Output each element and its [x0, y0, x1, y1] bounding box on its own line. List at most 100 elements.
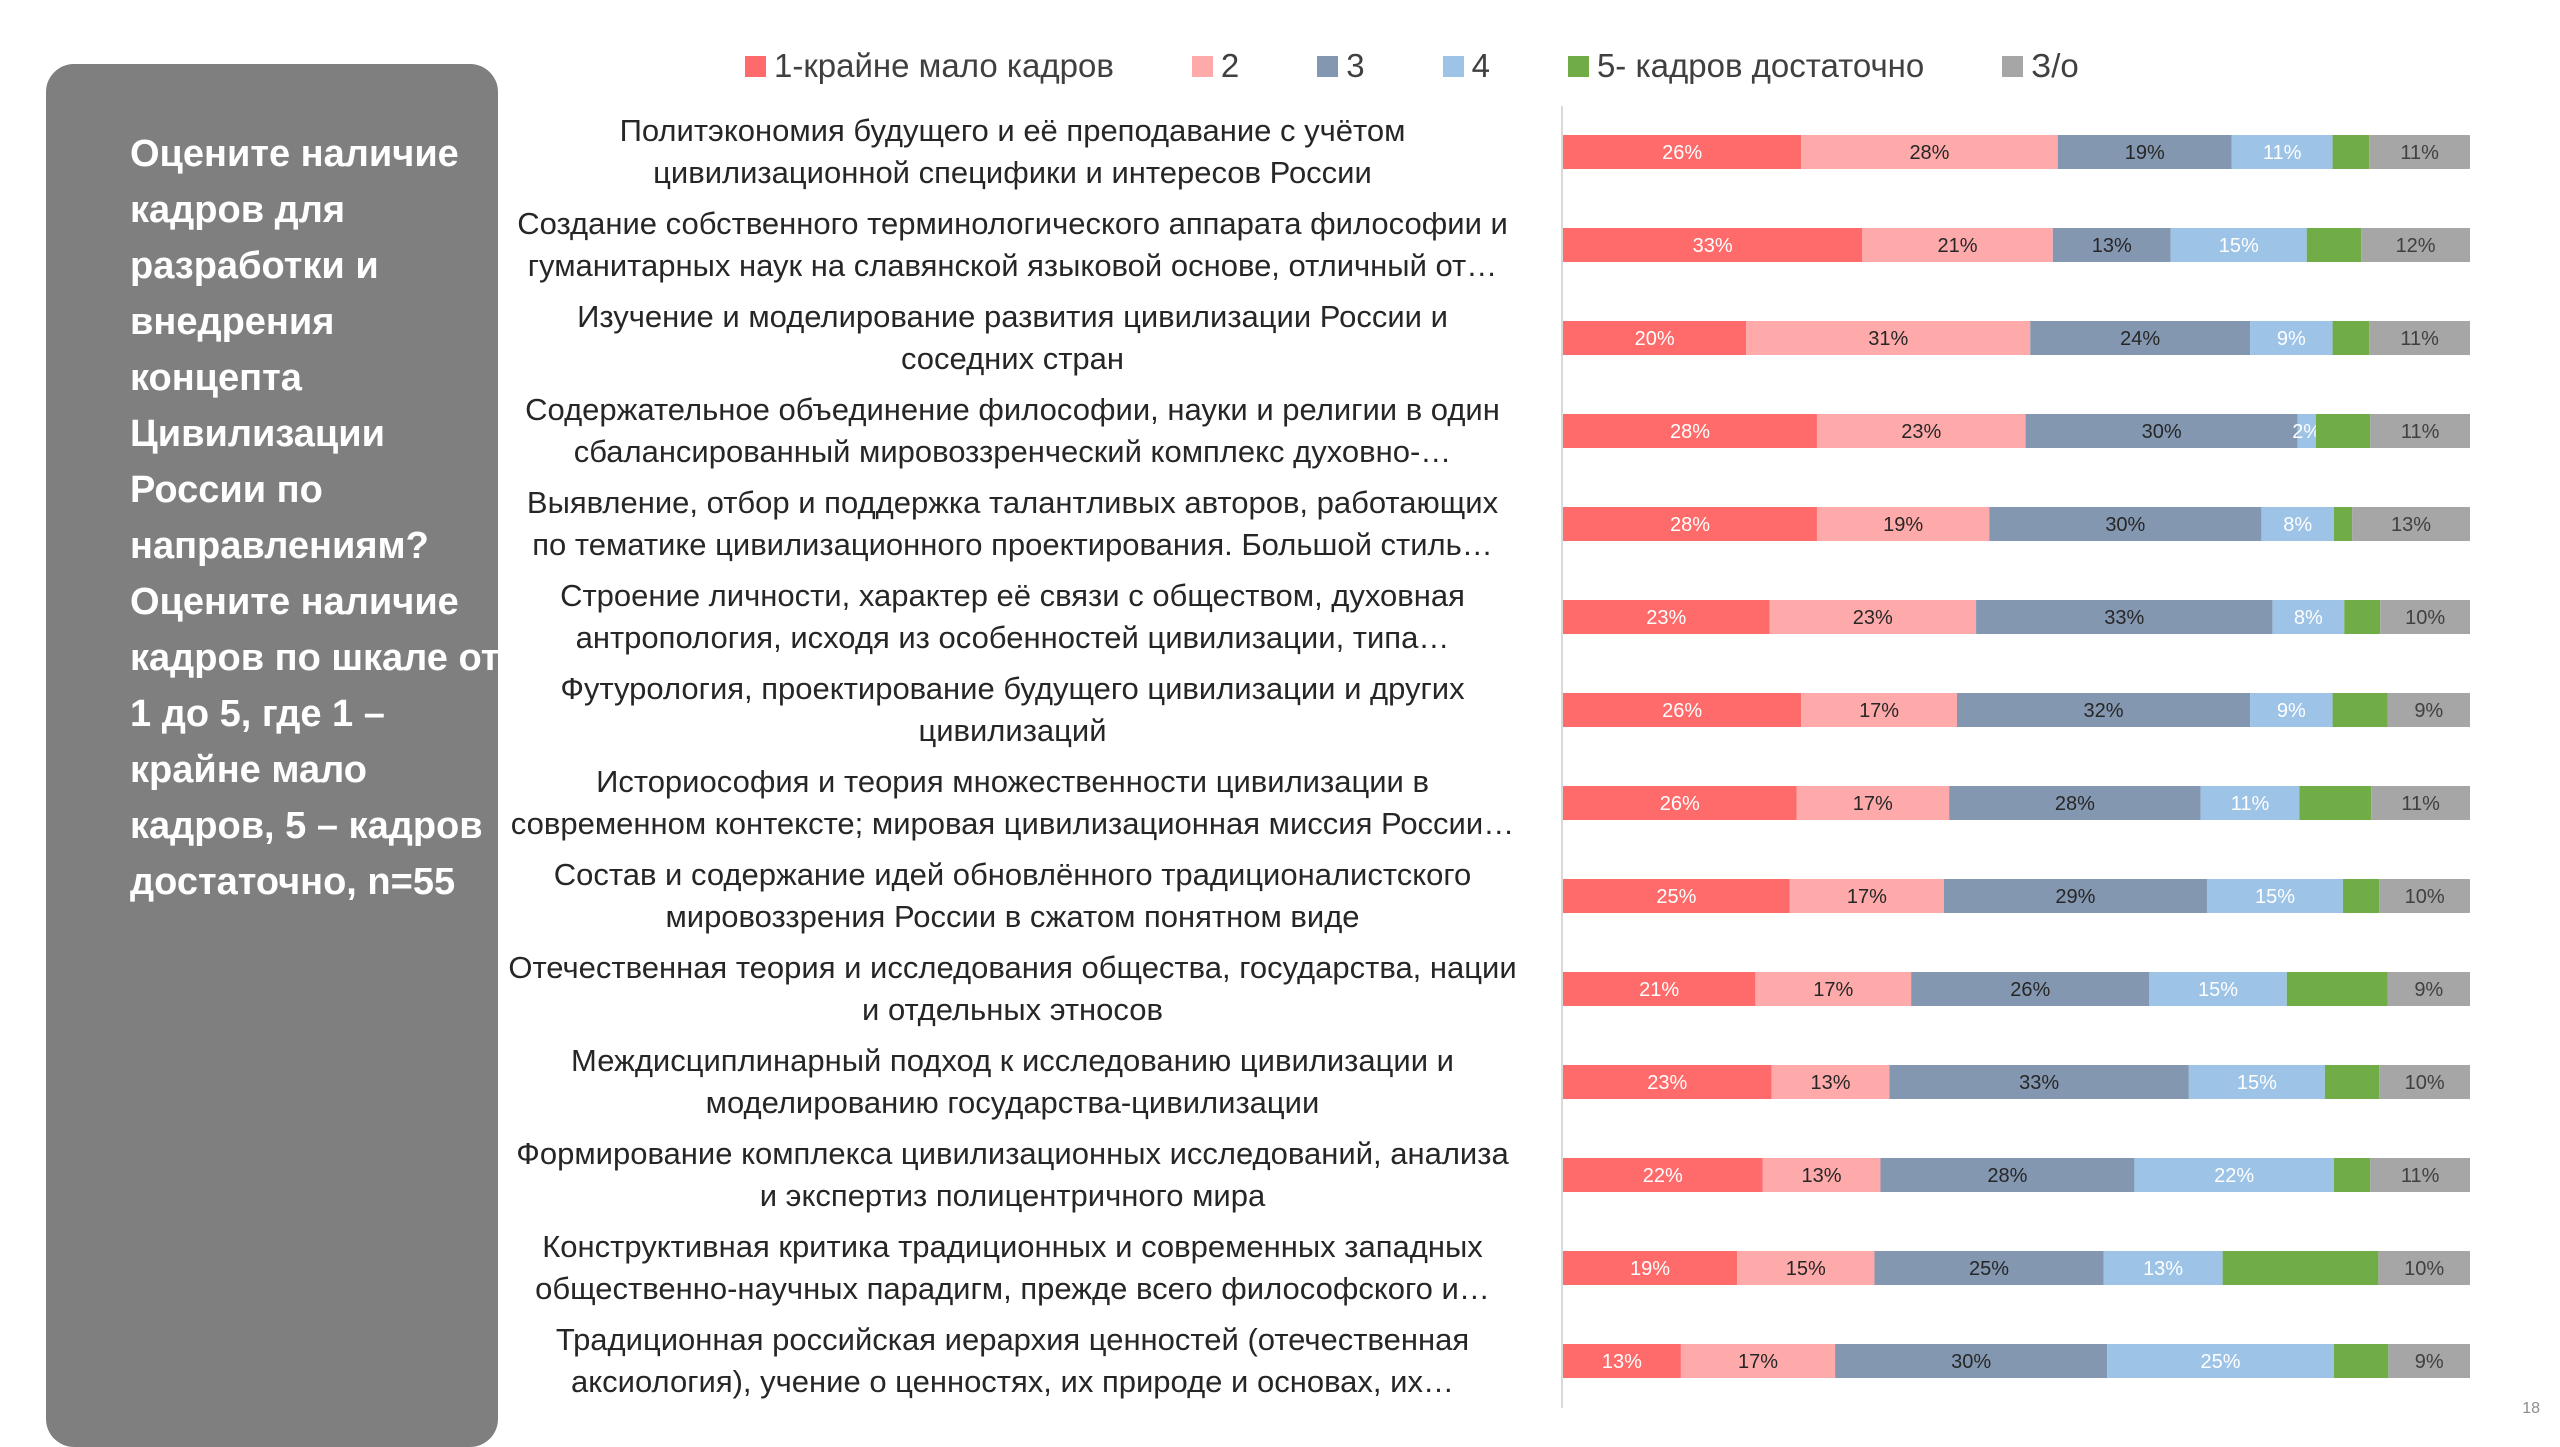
category-label: Футурология, проектирование будущего цив… — [490, 668, 1535, 752]
data-label: 10% — [2405, 886, 2445, 908]
category-label-line: сбалансированный мировоззренческий компл… — [573, 434, 1452, 469]
data-label: 15% — [2219, 235, 2259, 257]
category-label-line: моделированию государства-цивилизации — [705, 1085, 1320, 1120]
bar-segment — [2371, 786, 2470, 820]
data-label: 26% — [1662, 142, 1702, 164]
data-label: 32% — [2084, 700, 2124, 722]
legend-label: 1-крайне мало кадров — [774, 47, 1114, 84]
bar-segment — [2306, 228, 2362, 262]
bar-segment — [2025, 414, 2298, 448]
data-label: 33% — [2104, 607, 2144, 629]
legend-item: 1-крайне мало кадров — [745, 47, 1114, 85]
category-label: Традиционная российская иерархия ценност… — [490, 1319, 1535, 1403]
bar-segment — [2134, 1158, 2334, 1192]
bar-segment — [2272, 600, 2345, 634]
data-label: 11% — [2401, 1165, 2440, 1187]
bar-segment — [1746, 321, 2031, 355]
data-label: 13% — [1811, 1072, 1851, 1094]
data-label: 26% — [1662, 700, 1702, 722]
data-label: 12% — [2396, 235, 2436, 257]
data-label: 8% — [2283, 514, 2312, 536]
bar-segment — [2387, 972, 2470, 1006]
bar-segment — [2299, 786, 2372, 820]
category-label-line: мировоззрения России в сжатом понятном в… — [665, 899, 1360, 934]
bar-segment — [2378, 1251, 2470, 1285]
category-label: Состав и содержание идей обновлённого тр… — [490, 854, 1535, 938]
data-label: 33% — [2019, 1072, 2059, 1094]
legend-label: 4 — [1471, 47, 1490, 84]
bar-segment — [1762, 1158, 1881, 1192]
bar-segment — [1563, 507, 1817, 541]
category-label-line: современном контексте; мировая цивилизац… — [510, 806, 1515, 841]
data-label: 10% — [2405, 607, 2445, 629]
category-label-line: цивилизационной специфики и интересов Ро… — [653, 155, 1372, 190]
legend-swatch — [2002, 55, 2024, 77]
data-label: 30% — [1951, 1351, 1991, 1373]
data-label: 22% — [2214, 1165, 2254, 1187]
data-label: 17% — [1853, 793, 1893, 815]
category-label-line: Историософия и теория множественности ци… — [596, 764, 1429, 799]
data-label: 11% — [2401, 421, 2440, 443]
category-label: Междисциплинарный подход к исследованию … — [490, 1040, 1535, 1124]
bar-segment — [1771, 1065, 1890, 1099]
data-label: 9% — [2277, 700, 2306, 722]
bar-segment — [2344, 600, 2381, 634]
data-label: 28% — [1670, 421, 1710, 443]
bar-segment — [2332, 321, 2370, 355]
bar-segment — [2103, 1251, 2223, 1285]
category-label-line: общественно-научных парадигм, прежде все… — [535, 1271, 1490, 1306]
bar-segment — [2332, 135, 2370, 169]
bar-segment — [2343, 879, 2380, 913]
category-label-line: Изучение и моделирование развития цивили… — [577, 299, 1448, 334]
bar-segment — [2261, 507, 2334, 541]
bar-segment — [1816, 507, 1990, 541]
legend-item: 2 — [1191, 47, 1239, 85]
data-label: 15% — [2255, 886, 2295, 908]
data-label: 13% — [1602, 1351, 1642, 1373]
bar-segment — [1563, 228, 1863, 262]
category-label: Содержательное объединение философии, на… — [490, 389, 1535, 473]
category-label-line: Традиционная российская иерархия ценност… — [555, 1322, 1470, 1357]
data-label: 23% — [1901, 421, 1941, 443]
bar-segment — [2149, 972, 2287, 1006]
data-label: 25% — [2201, 1351, 2241, 1373]
data-label: 9% — [2414, 700, 2443, 722]
bar-segment — [2170, 228, 2307, 262]
bar-segment — [1563, 321, 1747, 355]
data-label: 15% — [2198, 979, 2238, 1001]
category-label-line: аксиология), учение о ценностях, их прир… — [570, 1364, 1454, 1399]
legend-item: 4 — [1442, 47, 1490, 85]
bar-segment — [2333, 1158, 2371, 1192]
category-label: Изучение и моделирование развития цивили… — [490, 296, 1535, 380]
data-label: 21% — [1938, 235, 1978, 257]
bar-segment — [2206, 879, 2344, 913]
data-label: 17% — [1859, 700, 1899, 722]
bar-segment — [1563, 1344, 1681, 1378]
category-label-line: Содержательное объединение философии, на… — [525, 392, 1500, 427]
bar-segment — [1816, 414, 2026, 448]
category-label-line: Выявление, отбор и поддержка талантливых… — [526, 485, 1499, 520]
category-label-line: Междисциплинарный подход к исследованию … — [571, 1043, 1454, 1078]
bar-segment — [2286, 972, 2388, 1006]
data-label: 9% — [2414, 979, 2443, 1001]
data-label: 17% — [1738, 1351, 1778, 1373]
bar-segment — [2370, 1158, 2470, 1192]
data-label: 26% — [2010, 979, 2050, 1001]
category-label: Отечественная теория и исследования обще… — [490, 947, 1535, 1031]
bar-segment — [2379, 1065, 2470, 1099]
bar-segment — [2332, 693, 2388, 727]
data-label: 26% — [1660, 793, 1700, 815]
bar-segment — [1862, 228, 2053, 262]
question-text: Оцените наличие кадров для разработки и … — [130, 133, 500, 903]
category-label-line: Строение личности, характер её связи с о… — [560, 578, 1465, 613]
bar-segment — [2333, 1344, 2389, 1378]
category-label-line: цивилизаций — [918, 713, 1107, 748]
bar-segment — [1889, 1065, 2189, 1099]
bar-segment — [2297, 414, 2316, 448]
bar-segment — [1976, 600, 2273, 634]
bar-segment — [1949, 786, 2201, 820]
data-label: 25% — [1656, 886, 1696, 908]
bar-segment — [2370, 414, 2470, 448]
data-label: 15% — [2237, 1072, 2277, 1094]
question-panel: Оцените наличие кадров для разработки и … — [46, 64, 500, 1447]
